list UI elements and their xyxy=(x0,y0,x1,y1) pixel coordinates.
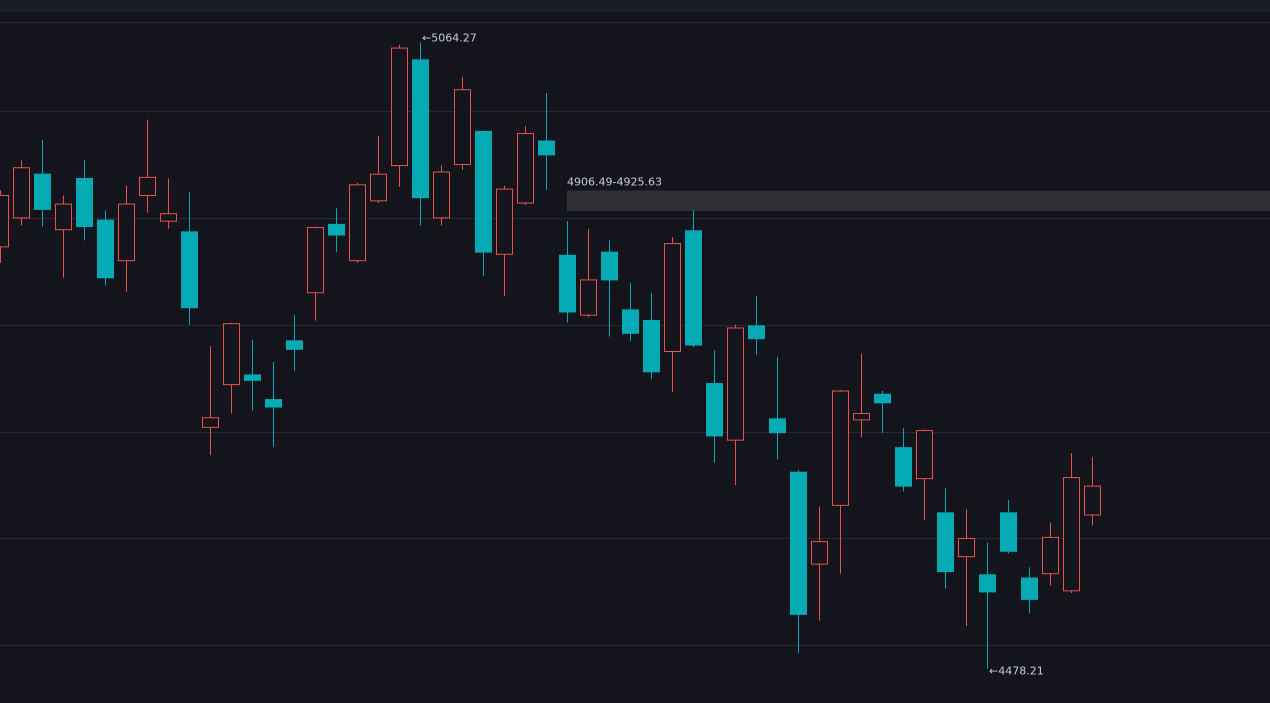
candle-body xyxy=(1084,485,1101,516)
candle-body xyxy=(202,417,219,428)
candle-body xyxy=(979,574,996,593)
high-label: ←5064.27 xyxy=(422,31,477,44)
candle-body xyxy=(223,323,240,386)
candle-body xyxy=(769,418,786,434)
candle-body xyxy=(160,213,177,222)
candle-body xyxy=(1042,536,1059,575)
candle-body xyxy=(328,223,345,236)
candle-body xyxy=(601,251,618,281)
zone-label: 4906.49-4925.63 xyxy=(567,176,662,189)
candle-body xyxy=(748,325,765,340)
candle-body xyxy=(55,203,72,231)
candle-body xyxy=(832,390,849,506)
candle-body xyxy=(433,171,450,219)
candle-body xyxy=(391,47,408,167)
candle-body xyxy=(580,279,597,316)
candle-body xyxy=(412,59,429,199)
candle-body xyxy=(286,340,303,350)
candle-body xyxy=(895,447,912,487)
candles xyxy=(0,42,1101,669)
candle-body xyxy=(97,219,114,279)
candle-body xyxy=(244,374,261,381)
candle-body xyxy=(811,541,828,565)
candle-body xyxy=(727,327,744,441)
candle-body xyxy=(349,184,366,262)
candle-body xyxy=(181,231,198,309)
candle-body xyxy=(307,227,324,294)
candle-body xyxy=(139,176,156,197)
candle-body xyxy=(664,243,681,353)
candle-body xyxy=(13,167,30,219)
candle-body xyxy=(538,140,555,156)
candle-body xyxy=(958,537,975,558)
candle-body xyxy=(874,393,891,404)
candle-body xyxy=(0,195,9,248)
candle-body xyxy=(916,430,933,480)
candle-body xyxy=(706,383,723,437)
candle-body xyxy=(790,471,807,615)
candle-body xyxy=(559,254,576,313)
candle-body xyxy=(370,173,387,202)
candle-body xyxy=(685,230,702,346)
candle-body xyxy=(265,399,282,408)
candle-body xyxy=(937,512,954,573)
candle-body xyxy=(496,188,513,255)
candle-body xyxy=(118,203,135,262)
candle-body xyxy=(622,309,639,334)
candle-body xyxy=(643,320,660,373)
candle-body xyxy=(34,173,51,210)
low-label: ←4478.21 xyxy=(989,665,1044,678)
annotations: ←5064.27 ←4478.21 xyxy=(422,31,1044,677)
candle-body xyxy=(475,130,492,253)
candle-body xyxy=(76,177,93,227)
candle-body xyxy=(1063,477,1080,592)
zone: 4906.49-4925.63 xyxy=(567,176,1270,212)
candle-body xyxy=(853,412,870,421)
zone-band xyxy=(567,190,1270,212)
candle-body xyxy=(454,89,471,166)
candle-body xyxy=(517,133,534,204)
top-strip xyxy=(0,0,1270,12)
candle-body xyxy=(1021,577,1038,600)
candle-body xyxy=(1000,512,1017,552)
